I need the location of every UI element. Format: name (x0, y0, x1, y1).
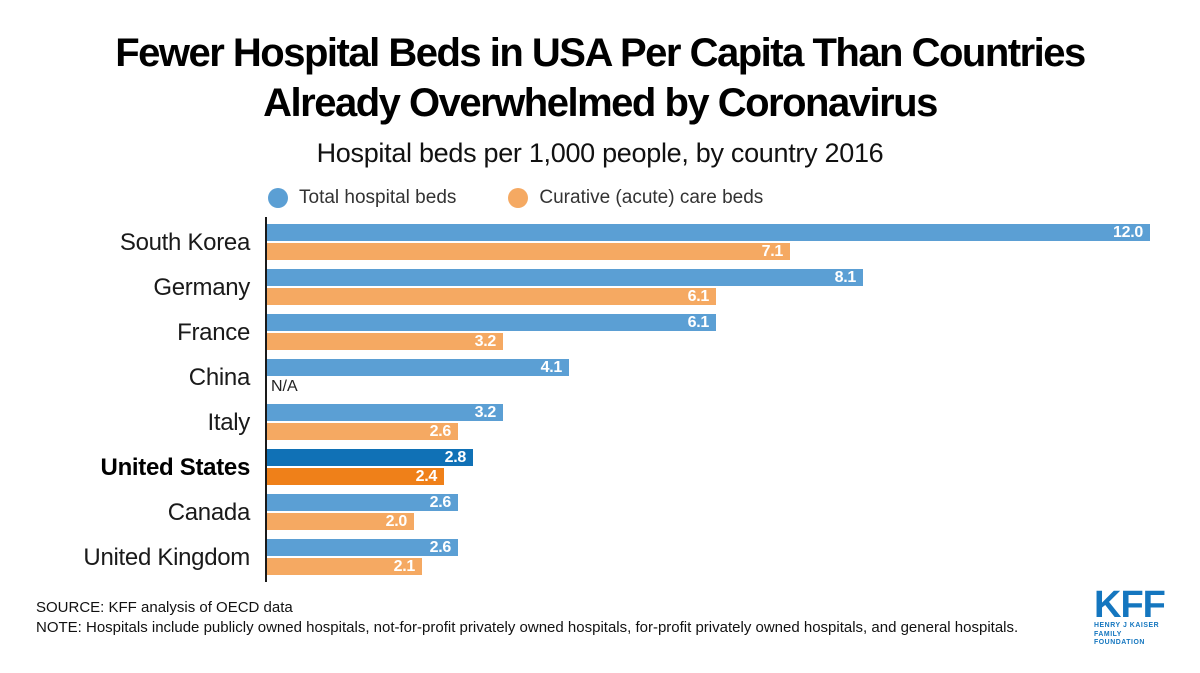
bar-value-label: 12.0 (1113, 223, 1143, 241)
chart-title-line2: Already Overwhelmed by Coronavirus (263, 81, 938, 125)
country-label: United States (100, 454, 251, 481)
bar-total-hospital-beds: 6.1 (267, 314, 716, 331)
chart-row-france: France 6.1 3.2 (0, 312, 1200, 357)
country-label: United Kingdom (83, 544, 250, 571)
bar-value-label: 2.6 (429, 538, 452, 556)
kff-logo-subtext-line1: HENRY J KAISER (1094, 622, 1160, 629)
country-label: Germany (153, 274, 250, 301)
kff-logo-subtext-line2: FAMILY FOUNDATION (1094, 630, 1145, 647)
bar-value-label: 3.2 (474, 332, 497, 350)
chart-legend: Total hospital beds Curative (acute) care… (268, 187, 763, 209)
bar-curative-acute-care-beds: 7.1 (267, 243, 790, 260)
bar-total-hospital-beds: 2.8 (267, 449, 473, 466)
bar-value-label: 2.6 (429, 422, 452, 440)
bar-curative-acute-care-beds: 2.6 (267, 423, 458, 440)
na-label: N/A (271, 378, 298, 395)
country-label: China (188, 364, 251, 391)
chart-title-line1: Fewer Hospital Beds in USA Per Capita Th… (115, 31, 1086, 75)
bar-curative-acute-care-beds: 2.0 (267, 513, 414, 530)
bar-total-hospital-beds: 12.0 (267, 224, 1150, 241)
chart-row-south-korea: South Korea 12.0 7.1 (0, 222, 1200, 267)
bar-curative-acute-care-beds: 2.4 (267, 468, 444, 485)
source-text: SOURCE: KFF analysis of OECD data (36, 599, 293, 616)
country-label: Canada (167, 499, 251, 526)
bar-total-hospital-beds: 8.1 (267, 269, 863, 286)
legend-item-0: Total hospital beds (268, 187, 456, 209)
bar-value-label: 6.1 (687, 313, 710, 331)
legend-dot-icon (268, 188, 288, 208)
bar-value-label: 3.2 (474, 403, 497, 421)
bar-total-hospital-beds: 2.6 (267, 494, 458, 511)
bar-curative-acute-care-beds: 2.1 (267, 558, 422, 575)
kff-logo: KFF HENRY J KAISER FAMILY FOUNDATION (1094, 584, 1174, 648)
bar-value-label: 2.6 (429, 493, 452, 511)
legend-dot-icon (508, 188, 529, 208)
kff-logo-text: KFF (1094, 584, 1166, 626)
bar-total-hospital-beds: 2.6 (267, 539, 458, 556)
bar-curative-acute-care-beds: 6.1 (267, 288, 716, 305)
chart-title: Fewer Hospital Beds in USA Per Capita Th… (0, 28, 1200, 128)
legend-item-1: Curative (acute) care beds (508, 187, 763, 209)
legend-label: Total hospital beds (299, 187, 457, 208)
chart-row-germany: Germany 8.1 6.1 (0, 267, 1200, 312)
bar-value-label: 4.1 (540, 358, 563, 376)
chart-row-united-kingdom: United Kingdom 2.6 2.1 (0, 537, 1200, 582)
bar-value-label: 2.8 (444, 448, 467, 466)
country-label: France (177, 319, 250, 346)
country-label: Italy (207, 409, 250, 436)
bar-value-label: 2.0 (385, 512, 408, 530)
bar-value-label: 2.4 (415, 467, 438, 485)
bar-total-hospital-beds: 4.1 (267, 359, 569, 376)
chart-row-china: China 4.1 N/A (0, 357, 1200, 402)
country-label: South Korea (119, 229, 250, 256)
chart-row-canada: Canada 2.6 2.0 (0, 492, 1200, 537)
footer: SOURCE: KFF analysis of OECD data NOTE: … (36, 598, 1018, 637)
bar-chart: South Korea 12.0 7.1 Germany 8.1 6.1 France 6.1… (0, 217, 1200, 584)
bar-value-label: 8.1 (834, 268, 857, 286)
legend-label: Curative (acute) care beds (539, 187, 764, 208)
y-axis-line (265, 217, 267, 582)
bar-value-label: 7.1 (761, 242, 784, 260)
bar-value-label: 6.1 (687, 287, 710, 305)
bar-total-hospital-beds: 3.2 (267, 404, 503, 421)
bar-value-label: 2.1 (393, 557, 416, 575)
note-text: NOTE: Hospitals include publicly owned h… (36, 618, 1019, 636)
chart-row-united-states: United States 2.8 2.4 (0, 447, 1200, 492)
chart-subtitle: Hospital beds per 1,000 people, by count… (316, 138, 884, 168)
bar-curative-acute-care-beds: 3.2 (267, 333, 503, 350)
chart-row-italy: Italy 3.2 2.6 (0, 402, 1200, 447)
